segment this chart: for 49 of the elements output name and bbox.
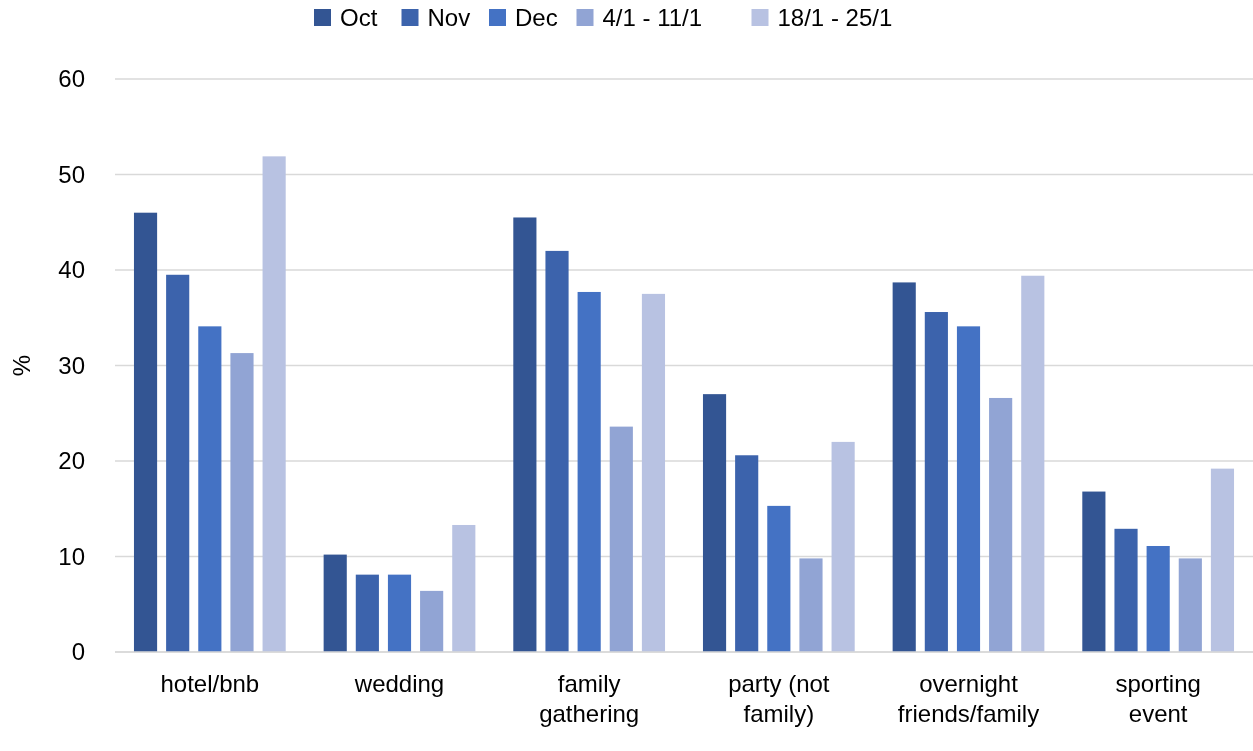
bar xyxy=(956,326,981,652)
bar xyxy=(924,312,948,652)
bar xyxy=(355,574,379,652)
bar xyxy=(641,293,666,652)
bar xyxy=(735,455,759,652)
legend-label: Nov xyxy=(427,4,471,32)
bar xyxy=(1082,491,1106,652)
x-tick-label: sporting event xyxy=(1115,670,1201,727)
bar xyxy=(230,353,254,652)
bar xyxy=(262,156,286,652)
bar xyxy=(892,282,916,652)
bar xyxy=(767,505,791,652)
legend-label: 4/1 - 11/1 xyxy=(602,4,703,32)
y-tick-label: 10 xyxy=(58,542,85,570)
legend-label: 18/1 - 25/1 xyxy=(777,4,893,32)
bar xyxy=(577,291,601,652)
bar xyxy=(1114,528,1138,652)
bar xyxy=(323,554,347,652)
x-tick-label: wedding xyxy=(353,670,445,697)
bar xyxy=(609,426,633,652)
bar xyxy=(799,558,823,652)
bar xyxy=(1021,275,1045,652)
x-tick-label: overnight friends/family xyxy=(897,670,1040,727)
bar xyxy=(387,574,412,652)
y-axis-title: % xyxy=(8,354,35,377)
bar xyxy=(166,274,190,652)
bar xyxy=(1146,546,1170,652)
x-tick-label: hotel/bnb xyxy=(160,670,260,697)
bar xyxy=(452,524,476,652)
y-tick-label: 0 xyxy=(71,638,85,666)
y-tick-label: 50 xyxy=(58,160,85,188)
bar xyxy=(545,250,569,652)
x-tick-label: family gathering xyxy=(539,670,640,727)
y-tick-label: 60 xyxy=(58,65,85,93)
bar xyxy=(513,217,537,652)
bar xyxy=(1210,468,1235,652)
bar xyxy=(702,394,727,652)
y-tick-label: 40 xyxy=(58,256,85,284)
bar xyxy=(831,441,855,652)
y-tick-label: 20 xyxy=(58,447,85,475)
legend-label: Oct xyxy=(340,4,378,32)
bar xyxy=(989,397,1013,652)
bar xyxy=(133,212,158,652)
legend-label: Dec xyxy=(515,4,558,32)
y-tick-label: 30 xyxy=(58,351,85,379)
bar xyxy=(420,590,444,652)
x-tick-label: party (not family) xyxy=(728,670,830,727)
bar xyxy=(1178,558,1202,652)
bar xyxy=(198,326,222,652)
